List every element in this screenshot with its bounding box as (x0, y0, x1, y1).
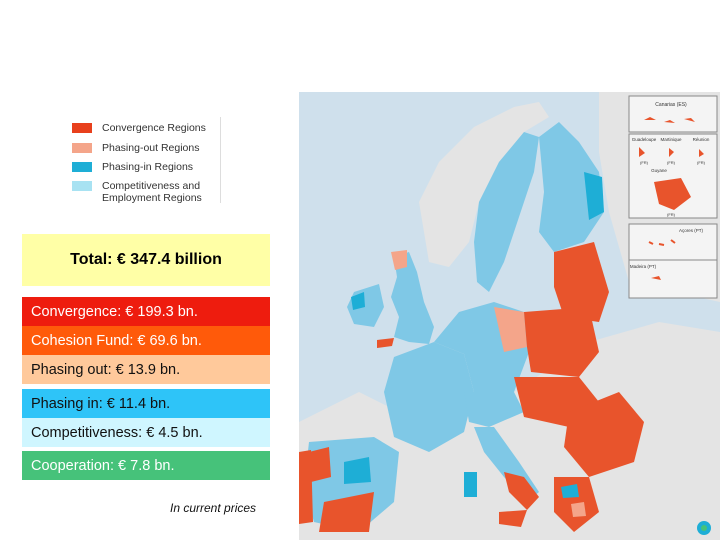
inset-label: Réunion (693, 137, 710, 142)
fund-cohesion: Cohesion Fund: € 69.6 bn. (22, 326, 270, 355)
madeira-island (651, 276, 661, 280)
total-banner: Total: € 347.4 billion (22, 234, 270, 286)
map-legend: Convergence Regions Phasing-out Regions … (68, 117, 221, 204)
inset-label: Guyane (651, 168, 667, 173)
inset-label: Martinique (660, 137, 682, 142)
legend-swatch (72, 143, 92, 153)
poland (524, 307, 599, 377)
legend-swatch (72, 162, 92, 172)
sardinia (464, 472, 477, 497)
baltic-states (554, 242, 609, 322)
canarias-islands (644, 117, 695, 123)
legend-label: Phasing-in Regions (102, 161, 194, 173)
legend-label: Convergence Regions (102, 122, 206, 134)
portugal (299, 450, 313, 524)
non-eu-land (299, 322, 720, 540)
eu-regions-map: Canarias (ES) Guadeloupe Martinique Réun… (299, 92, 720, 540)
austria-italy-north (464, 392, 524, 427)
finland-east (584, 172, 604, 220)
guyane (654, 178, 691, 210)
france (384, 342, 474, 452)
ireland-phasing-in (351, 292, 365, 310)
prices-note: In current prices (170, 501, 257, 515)
italy-south (504, 472, 539, 510)
inset-code: (FR) (667, 212, 676, 217)
north-africa-land (299, 522, 559, 540)
acores-islands (648, 239, 676, 246)
cornwall (377, 338, 394, 348)
inset-panel (628, 95, 718, 133)
fund-phasing-out: Phasing out: € 13.9 bn. (22, 355, 270, 384)
inset-label: Guadeloupe (632, 137, 657, 142)
greece-phasing-out (571, 502, 586, 517)
ireland (347, 284, 384, 327)
legend-item-phasing-out: Phasing-out Regions (72, 142, 220, 154)
legend-item-convergence: Convergence Regions (72, 122, 220, 134)
greece-phasing-in (561, 484, 579, 498)
dom-islands (639, 147, 704, 157)
sweden (474, 132, 539, 292)
finland (539, 122, 604, 252)
fund-phasing-in: Phasing in: € 11.4 bn. (22, 389, 270, 418)
legend-item-phasing-in: Phasing-in Regions (72, 161, 220, 173)
corner-logo (697, 521, 711, 535)
scotland-highlands (391, 250, 407, 270)
legend-label: Competitiveness and Employment Regions (102, 180, 202, 204)
fund-convergence: Convergence: € 199.3 bn. (22, 297, 270, 326)
spain-convergence (309, 447, 331, 482)
east-germany (494, 307, 527, 352)
norway (419, 102, 549, 267)
legend-swatch (72, 181, 92, 191)
legend-item-competitiveness: Competitiveness and Employment Regions (72, 180, 220, 204)
romania-bulgaria (564, 392, 644, 477)
inset-label: Madeira (PT) (630, 264, 657, 269)
fund-cooperation: Cooperation: € 7.8 bn. (22, 451, 270, 480)
inset-label: Canarias (ES) (655, 102, 687, 108)
fund-competitiveness: Competitiveness: € 4.5 bn. (22, 418, 270, 447)
inset-panel (628, 259, 718, 299)
spain-phasing-in (344, 457, 371, 484)
great-britain (391, 252, 434, 344)
inset-code: (FR) (697, 160, 706, 165)
sicily (499, 510, 527, 527)
inset-code: (FR) (667, 160, 676, 165)
inset-label: Açores (PT) (679, 228, 704, 233)
legend-swatch (72, 123, 92, 133)
spain-south (319, 492, 374, 532)
inset-code: (FR) (640, 160, 649, 165)
legend-label: Phasing-out Regions (102, 142, 200, 154)
